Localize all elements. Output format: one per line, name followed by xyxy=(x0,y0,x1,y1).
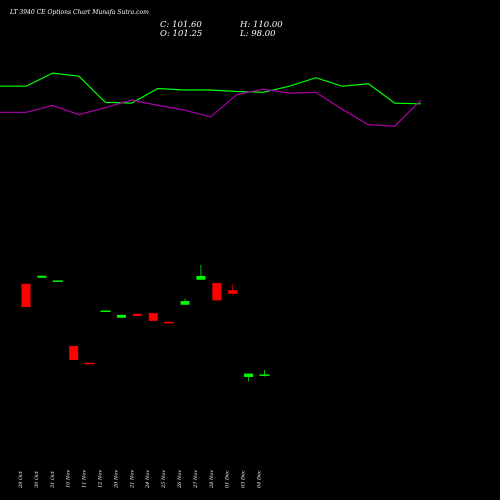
chart-title: LT 3940 CE Options Chart Munafa Sutra.co… xyxy=(10,9,149,16)
x-tick-label: 12 Nov xyxy=(98,470,104,488)
candle-body xyxy=(212,282,222,301)
candle-body xyxy=(259,374,270,376)
upper-band-line xyxy=(0,72,422,105)
x-tick-label: 20 Nov xyxy=(113,470,119,489)
x-tick-label: 27 Nov xyxy=(193,470,199,489)
candle-body xyxy=(52,280,63,282)
band-lines xyxy=(0,72,422,127)
candle-body xyxy=(100,310,111,313)
x-tick-label: 25 Nov xyxy=(161,470,167,489)
x-tick-label: 21 Nov xyxy=(129,470,135,489)
open-value: O: 101.25 xyxy=(160,29,203,39)
candle-body xyxy=(244,373,254,377)
candle-body xyxy=(196,275,206,280)
low-value: L: 98.00 xyxy=(240,29,276,39)
x-tick-label: 26 Nov xyxy=(177,470,183,489)
lower-band-line xyxy=(0,88,422,127)
x-tick-label: 24 Nov xyxy=(145,470,151,489)
x-tick-label: 31 Oct xyxy=(50,470,56,488)
candle-body xyxy=(132,313,142,316)
x-tick-label: 03 Dec xyxy=(241,470,247,488)
x-tick-label: 01 Dec xyxy=(225,470,231,488)
close-value: C: 101.60 xyxy=(160,20,202,30)
x-tick-label: 11 Nov xyxy=(82,470,88,488)
x-tick-label: 29 Oct xyxy=(18,470,24,489)
candle-body xyxy=(84,362,95,365)
candles xyxy=(21,264,270,382)
high-value: H: 110.00 xyxy=(240,20,283,30)
candle-body xyxy=(116,314,126,318)
candle-body xyxy=(21,283,31,308)
candle-body xyxy=(228,290,238,294)
x-tick-label: 28 Nov xyxy=(209,470,215,489)
candle-body xyxy=(148,313,158,321)
candle-body xyxy=(37,275,47,278)
candle-body xyxy=(164,321,175,324)
x-tick-label: 04 Dec xyxy=(257,470,263,488)
candle-body xyxy=(69,345,79,361)
x-axis-ticks: 29 Oct 30 Oct 31 Oct 10 Nov 11 Nov 12 Nov 20 N… xyxy=(18,470,263,489)
candle-body xyxy=(180,301,190,305)
x-tick-label: 30 Oct xyxy=(34,470,40,488)
x-tick-label: 10 Nov xyxy=(66,470,72,488)
